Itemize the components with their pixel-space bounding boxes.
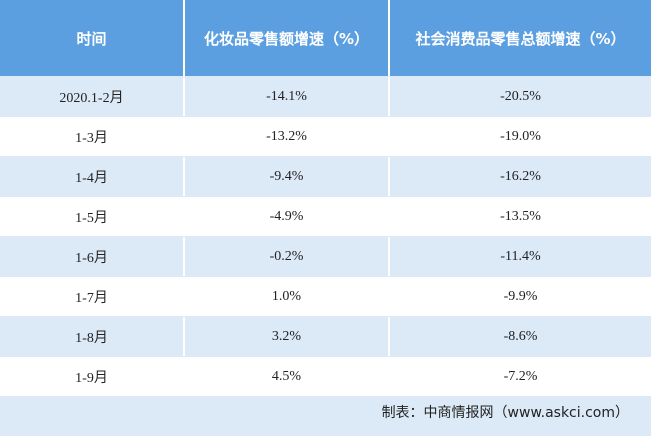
table-row: 1-7月 1.0% -9.9% bbox=[0, 277, 651, 316]
table-cell: 1-7月 bbox=[0, 277, 185, 316]
column-header: 社会消费品零售总额增速（%） bbox=[415, 29, 626, 48]
table-cell: -13.2% bbox=[185, 117, 390, 156]
table-row: 2020.1-2月 -14.1% -20.5% bbox=[0, 77, 651, 116]
table-row: 1-3月 -13.2% -19.0% bbox=[0, 117, 651, 156]
table-cell: -20.5% bbox=[500, 88, 541, 104]
table-cell: -4.9% bbox=[185, 197, 390, 236]
table-row: 1-6月 -0.2% -11.4% bbox=[0, 237, 651, 276]
column-header: 化妆品零售额增速（%） bbox=[185, 0, 390, 76]
table-cell: -9.4% bbox=[185, 157, 390, 196]
table-cell: 2020.1-2月 bbox=[0, 77, 185, 116]
table-cell: 1-8月 bbox=[0, 317, 185, 356]
table-row: 1-4月 -9.4% -16.2% bbox=[0, 157, 651, 196]
table-row: 1-8月 3.2% -8.6% bbox=[0, 317, 651, 356]
table-row: 1-5月 -4.9% -13.5% bbox=[0, 197, 651, 236]
source-note: 制表：中商情报网（www.askci.com） bbox=[381, 405, 629, 421]
table-cell: 1-4月 bbox=[0, 157, 185, 196]
table-row: 1-9月 4.5% -7.2% bbox=[0, 357, 651, 396]
table-cell: 1-3月 bbox=[0, 117, 185, 156]
table-cell: -14.1% bbox=[185, 77, 390, 116]
table-cell: 1-6月 bbox=[0, 237, 185, 276]
table-cell: -11.4% bbox=[500, 248, 541, 264]
table-cell: -8.6% bbox=[503, 328, 538, 344]
table-cell: 4.5% bbox=[185, 357, 390, 396]
table-cell: -13.5% bbox=[500, 208, 541, 224]
header-row: 时间 化妆品零售额增速（%） 社会消费品零售总额增速（%） bbox=[0, 0, 651, 76]
table-cell: -19.0% bbox=[500, 128, 541, 144]
table-cell: -7.2% bbox=[503, 368, 538, 384]
table-cell: 1-5月 bbox=[0, 197, 185, 236]
table-cell: 1-9月 bbox=[0, 357, 185, 396]
table-cell: -0.2% bbox=[185, 237, 390, 276]
table-cell: -16.2% bbox=[500, 168, 541, 184]
table-cell: -9.9% bbox=[503, 288, 538, 304]
table-cell: 3.2% bbox=[185, 317, 390, 356]
column-header: 时间 bbox=[0, 0, 185, 76]
table-cell: 1.0% bbox=[185, 277, 390, 316]
